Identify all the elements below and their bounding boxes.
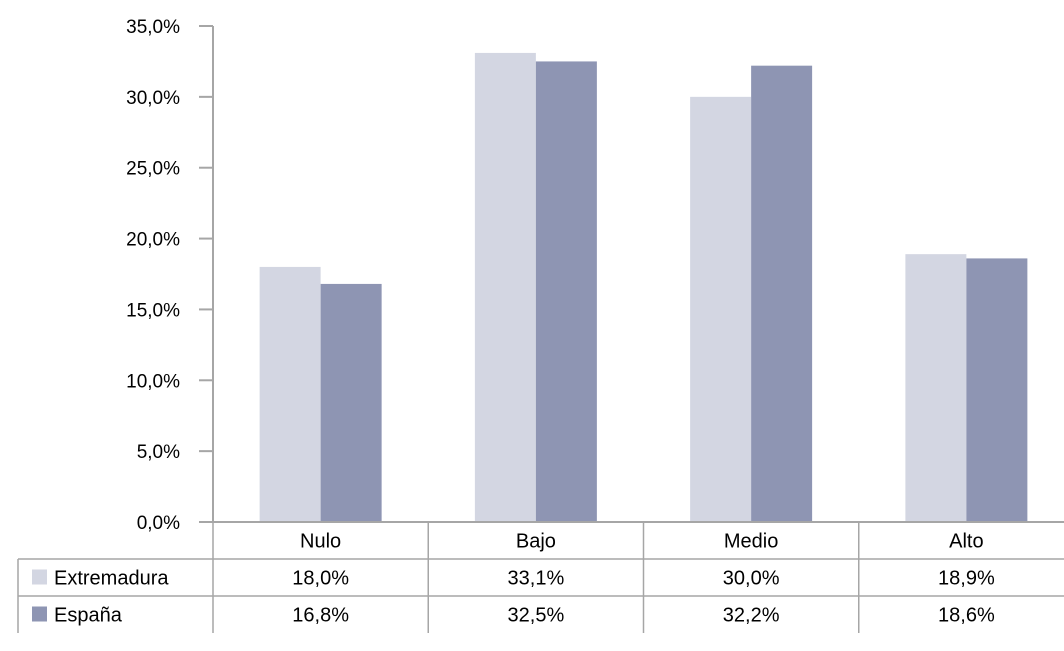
data-label: 18,0% <box>292 568 349 590</box>
data-label: 32,2% <box>723 605 780 627</box>
legend-label: Extremadura <box>54 568 169 590</box>
bar-extremadura-bajo <box>474 52 536 522</box>
category-label: Medio <box>724 531 778 553</box>
category-label: Nulo <box>300 531 341 553</box>
category-label: Alto <box>949 531 983 553</box>
y-tick-label: 30,0% <box>126 88 180 109</box>
bar-españa-bajo <box>535 61 597 523</box>
bar-españa-medio <box>751 65 813 523</box>
data-label: 32,5% <box>508 605 565 627</box>
y-tick-label: 20,0% <box>126 230 180 251</box>
bar-españa-alto <box>966 258 1028 522</box>
category-label: Bajo <box>516 531 556 553</box>
bar-extremadura-alto <box>905 254 967 522</box>
legend-label: España <box>54 605 123 627</box>
data-label: 33,1% <box>508 568 565 590</box>
y-tick-label: 15,0% <box>126 300 180 321</box>
y-tick-label: 25,0% <box>126 159 180 180</box>
legend-swatch <box>32 606 47 622</box>
bar-españa-nulo <box>320 283 382 522</box>
bars <box>259 52 1028 523</box>
bar-extremadura-medio <box>690 96 752 522</box>
y-tick-label: 0,0% <box>137 513 180 534</box>
data-label: 30,0% <box>723 568 780 590</box>
y-tick-label: 10,0% <box>126 371 180 392</box>
y-axis: 0,0% 5,0% 10,0% 15,0% 20,0% 25,0% 30,0% 35,0% <box>126 17 214 534</box>
data-table: Nulo Bajo Medio Alto Extremadura 18,0% 33,1% 30… <box>17 521 1064 633</box>
data-label: 16,8% <box>292 605 349 627</box>
y-tick-label: 5,0% <box>137 442 180 463</box>
y-tick-label: 35,0% <box>126 17 180 38</box>
data-label: 18,6% <box>938 605 995 627</box>
bar-extremadura-nulo <box>259 266 321 522</box>
legend-swatch <box>32 569 47 585</box>
data-label: 18,9% <box>938 568 995 590</box>
